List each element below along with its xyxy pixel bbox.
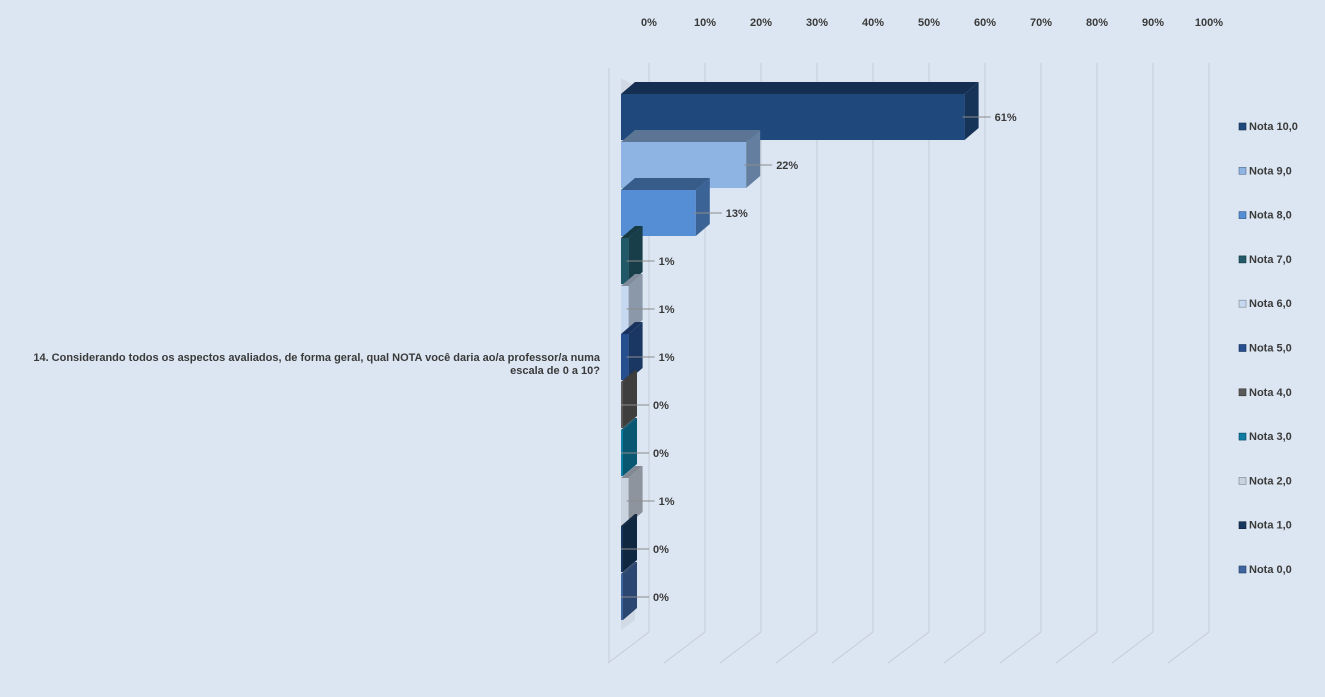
legend: Nota 10,0 Nota 9,0 Nota 8,0 Nota 7,0 Nota 6,… — [1238, 121, 1298, 576]
data-label: 1% — [659, 352, 675, 364]
gridline — [719, 63, 762, 664]
data-label: 0% — [653, 592, 669, 604]
legend-item: Nota 4,0 — [1238, 387, 1292, 399]
gridline — [831, 63, 874, 664]
legend-swatch — [1238, 432, 1247, 441]
legend-label: Nota 2,0 — [1249, 475, 1292, 487]
bar — [621, 466, 643, 524]
bar — [621, 322, 643, 380]
legend-swatch — [1238, 211, 1247, 219]
x-tick-label: 20% — [750, 17, 772, 29]
data-label: 1% — [659, 496, 675, 508]
data-labels: 61% 22% 13% 1% 1% 1% 0% 0% 1% 0% 0% — [621, 112, 1017, 604]
legend-swatch — [1238, 565, 1247, 574]
legend-item: Nota 6,0 — [1238, 298, 1292, 310]
gridline — [663, 63, 706, 664]
legend-label: Nota 6,0 — [1249, 298, 1292, 310]
legend-label: Nota 10,0 — [1249, 121, 1298, 133]
legend-item: Nota 8,0 — [1238, 210, 1292, 222]
legend-swatch — [1238, 344, 1247, 352]
legend-swatch — [1238, 388, 1247, 397]
bar — [621, 274, 643, 332]
category-label: 14. Considerando todos os aspectos avali… — [33, 352, 600, 377]
legend-item: Nota 10,0 — [1238, 121, 1298, 133]
data-label: 1% — [659, 256, 675, 268]
legend-item: Nota 1,0 — [1238, 520, 1292, 532]
gridline — [999, 63, 1042, 664]
gridline — [1111, 63, 1154, 664]
legend-label: Nota 4,0 — [1249, 387, 1292, 399]
gridline — [1055, 63, 1098, 664]
legend-swatch — [1238, 477, 1247, 485]
legend-label: Nota 8,0 — [1249, 210, 1292, 222]
data-label: 22% — [776, 160, 798, 172]
legend-item: Nota 0,0 — [1238, 564, 1292, 576]
legend-swatch — [1238, 122, 1247, 131]
bars — [621, 82, 979, 620]
gridline — [607, 63, 650, 664]
legend-swatch — [1238, 299, 1247, 308]
legend-swatch — [1238, 167, 1247, 175]
x-tick-label: 30% — [806, 17, 828, 29]
legend-item: Nota 7,0 — [1238, 254, 1292, 266]
bar — [621, 226, 643, 284]
x-tick-label: 80% — [1086, 17, 1108, 29]
x-tick-label: 10% — [694, 17, 716, 29]
gridline — [775, 63, 818, 664]
legend-item: Nota 2,0 — [1238, 475, 1292, 487]
legend-item: Nota 9,0 — [1238, 165, 1292, 177]
legend-label: Nota 1,0 — [1249, 520, 1292, 532]
legend-item: Nota 3,0 — [1238, 431, 1292, 443]
gridline — [943, 63, 986, 664]
x-tick-label: 0% — [641, 17, 657, 29]
data-label: 0% — [653, 544, 669, 556]
x-tick-label: 60% — [974, 17, 996, 29]
gridline — [1167, 63, 1210, 664]
data-label: 61% — [995, 112, 1017, 124]
x-axis-ticks: 0% 10% 20% 30% 40% 50% 60% 70% 80% 90% 100% — [641, 17, 1223, 29]
legend-swatch — [1238, 521, 1247, 530]
legend-swatch — [1238, 255, 1247, 264]
x-tick-label: 40% — [862, 17, 884, 29]
x-tick-label: 90% — [1142, 17, 1164, 29]
x-tick-label: 100% — [1195, 17, 1223, 29]
data-label: 13% — [726, 208, 748, 220]
legend-label: Nota 0,0 — [1249, 564, 1292, 576]
x-tick-label: 50% — [918, 17, 940, 29]
legend-label: Nota 3,0 — [1249, 431, 1292, 443]
data-label: 0% — [653, 400, 669, 412]
data-label: 1% — [659, 304, 675, 316]
legend-item: Nota 5,0 — [1238, 343, 1292, 355]
x-tick-label: 70% — [1030, 17, 1052, 29]
legend-label: Nota 7,0 — [1249, 254, 1292, 266]
legend-label: Nota 9,0 — [1249, 165, 1292, 177]
legend-label: Nota 5,0 — [1249, 343, 1292, 355]
data-label: 0% — [653, 448, 669, 460]
gridline — [887, 63, 930, 664]
